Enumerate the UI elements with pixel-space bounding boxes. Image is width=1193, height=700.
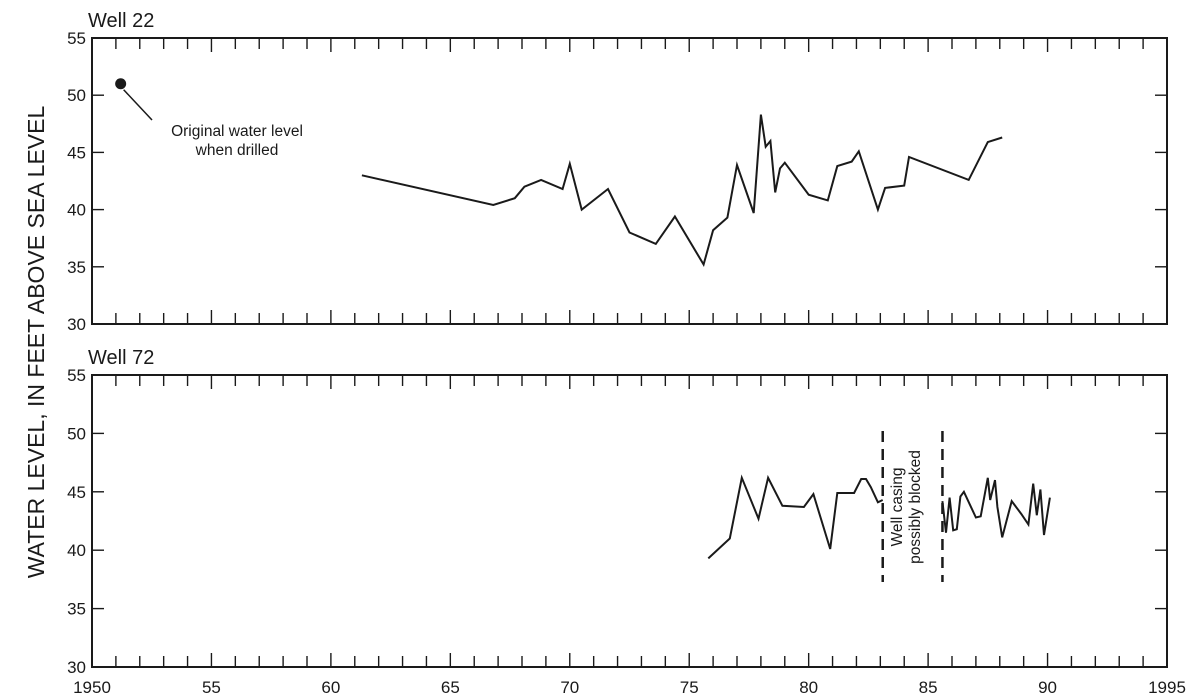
y-tick-label: 50 <box>67 424 86 443</box>
x-tick-label: 80 <box>799 678 818 697</box>
y-tick-label: 55 <box>67 366 86 385</box>
y-tick-label: 40 <box>67 201 86 220</box>
panel-title-well-72: Well 72 <box>88 347 154 369</box>
y-tick-label: 35 <box>67 600 86 619</box>
y-tick-label: 50 <box>67 86 86 105</box>
original-water-level-point <box>115 78 127 90</box>
plot-frame <box>91 37 1168 325</box>
plot-frame <box>91 374 1168 668</box>
panel-title-well-22: Well 22 <box>88 10 154 32</box>
annotation-possibly-blocked: possibly blocked <box>907 450 924 564</box>
well-22-panel: Well 22 30 35 40 45 50 55 Original water leve… <box>67 10 1168 334</box>
y-tick-label: 45 <box>67 143 86 162</box>
x-tick-label: 65 <box>441 678 460 697</box>
water-level-line-before-blockage <box>707 474 884 560</box>
annotation-original-level: Original water level <box>171 123 303 140</box>
x-tick-label: 1950 <box>73 678 111 697</box>
x-tick-label: 60 <box>321 678 340 697</box>
y-tick-label: 40 <box>67 541 86 560</box>
x-tick-label: 90 <box>1038 678 1057 697</box>
annotation-when-drilled: when drilled <box>195 142 279 159</box>
x-tick-label: 75 <box>680 678 699 697</box>
y-tick-label: 45 <box>67 483 86 502</box>
x-axis-labels: 1950 55 60 65 70 75 80 85 90 1995 <box>73 678 1186 697</box>
well-72-panel: Well 72 30 35 40 45 50 55 Well casing possibl… <box>67 347 1168 677</box>
y-tick-label: 55 <box>67 29 86 48</box>
water-level-line-after-blockage <box>941 477 1051 538</box>
x-tick-label: 1995 <box>1148 678 1186 697</box>
x-tick-label: 85 <box>919 678 938 697</box>
annotation-well-casing: Well casing <box>889 468 906 547</box>
y-tick-label: 30 <box>67 658 86 677</box>
water-level-line <box>361 114 1003 268</box>
x-tick-label: 55 <box>202 678 221 697</box>
x-tick-label: 70 <box>560 678 579 697</box>
y-axis-label: WATER LEVEL, IN FEET ABOVE SEA LEVEL <box>23 106 49 579</box>
y-tick-label: 30 <box>67 315 86 334</box>
y-tick-label: 35 <box>67 258 86 277</box>
annotation-leader-line <box>123 89 153 121</box>
